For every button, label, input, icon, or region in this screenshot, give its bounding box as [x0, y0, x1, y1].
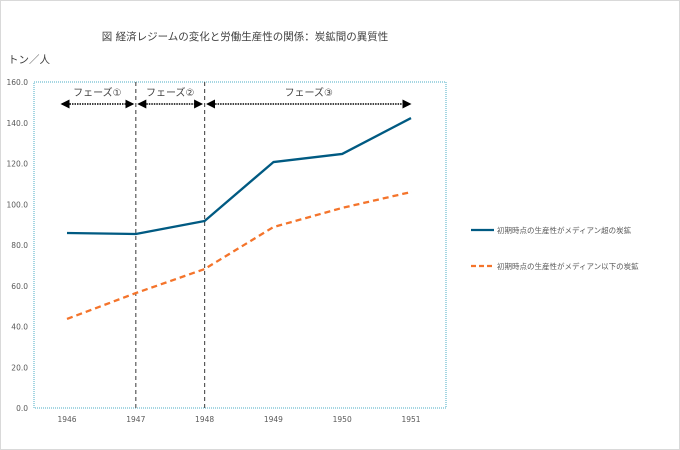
y-tick-label: 100.0	[7, 200, 29, 209]
y-tick-label: 20.0	[11, 363, 28, 372]
x-tick-label: 1946	[57, 415, 76, 424]
x-tick-label: 1950	[333, 415, 352, 424]
chart-title: 図 経済レジームの変化と労働生産性の関係：炭鉱間の異質性	[102, 30, 389, 43]
phase-label: フェーズ③	[285, 86, 333, 99]
legend-label-0: 初期時点の生産性がメディアン超の炭鉱	[497, 225, 632, 235]
series-line-0	[66, 117, 412, 236]
x-tick-label: 1949	[264, 415, 283, 424]
y-tick-label: 120.0	[7, 160, 29, 169]
plot-area	[33, 81, 447, 409]
series-line-1	[66, 190, 412, 321]
x-tick-label: 1951	[401, 415, 420, 424]
legend-label-1: 初期時点の生産性がメディアン以下の炭鉱	[497, 261, 639, 271]
y-tick-label: 140.0	[7, 119, 29, 128]
x-tick-label: 1948	[195, 415, 214, 424]
phase-label: フェーズ②	[146, 86, 194, 99]
y-tick-label: 60.0	[11, 282, 28, 291]
y-tick-label: 40.0	[11, 323, 28, 332]
y-tick-label: 160.0	[7, 78, 29, 87]
x-tick-label: 1947	[126, 415, 145, 424]
y-tick-label: 80.0	[11, 241, 28, 250]
y-axis-label: トン／人	[8, 54, 50, 66]
phase-label: フェーズ①	[73, 86, 121, 99]
y-tick-label: 0.0	[16, 404, 28, 413]
